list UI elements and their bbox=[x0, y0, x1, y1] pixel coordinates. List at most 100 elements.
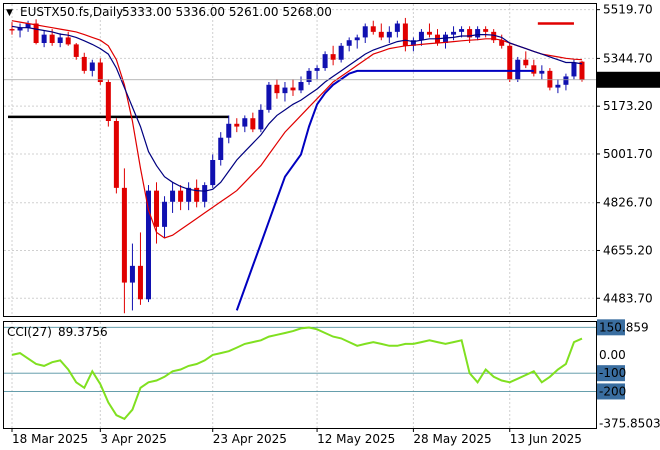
candle-body bbox=[515, 59, 521, 80]
time-axis: 18 Mar 2025 3 Apr 2025 23 Apr 2025 12 May 2… bbox=[11, 428, 582, 446]
candle-body bbox=[41, 34, 47, 43]
candle-body bbox=[298, 82, 304, 91]
candle-body bbox=[218, 137, 224, 160]
candle-body bbox=[194, 187, 200, 202]
candle-body bbox=[467, 29, 473, 38]
candle-body bbox=[370, 26, 376, 32]
cci-tick-label: 150.859 bbox=[599, 320, 649, 334]
price-panel bbox=[3, 3, 597, 317]
cci-panel bbox=[3, 321, 597, 429]
candle-body bbox=[81, 56, 87, 71]
candle-body bbox=[113, 121, 119, 188]
candle-body bbox=[443, 34, 449, 43]
candle-body bbox=[154, 190, 160, 227]
time-tick-label: 13 Jun 2025 bbox=[510, 432, 582, 446]
price-tick-label: 5173.20 bbox=[603, 99, 653, 113]
candle-body bbox=[523, 59, 529, 66]
candle-body bbox=[555, 84, 561, 88]
candle-body bbox=[162, 201, 168, 227]
candle-body bbox=[282, 87, 288, 94]
candle-body bbox=[129, 265, 135, 283]
candle-body bbox=[338, 45, 344, 60]
time-tick-label: 28 May 2025 bbox=[413, 432, 491, 446]
candle-body bbox=[491, 31, 497, 41]
candle-body bbox=[394, 23, 400, 32]
time-tick-label: 3 Apr 2025 bbox=[100, 432, 167, 446]
candle-body bbox=[97, 62, 103, 82]
candle-body bbox=[571, 62, 577, 77]
cci-tick-label: 0.00 bbox=[599, 348, 626, 362]
candle-body bbox=[410, 40, 416, 46]
price-tick-label: 5001.70 bbox=[603, 147, 653, 161]
current-price-label: 5268.00 bbox=[603, 73, 653, 87]
candle-body bbox=[451, 31, 457, 35]
candle-body bbox=[170, 190, 176, 202]
candle-body bbox=[475, 29, 481, 38]
ma-fast-line bbox=[11, 25, 583, 192]
candle-body bbox=[274, 84, 280, 94]
candle-body bbox=[386, 31, 392, 38]
candle-body bbox=[234, 123, 240, 127]
candle-body bbox=[121, 187, 127, 283]
candle-body bbox=[258, 109, 264, 130]
candle-body bbox=[210, 160, 216, 186]
ma-slow-line bbox=[11, 20, 583, 239]
candle-body bbox=[330, 54, 336, 60]
candle-body bbox=[9, 29, 15, 31]
candle-body bbox=[322, 54, 328, 69]
cci-level-box bbox=[597, 365, 625, 382]
cci-series bbox=[4, 326, 596, 421]
price-tick-label: 4826.70 bbox=[603, 196, 653, 210]
cci-tick-label: -375.8503 bbox=[599, 417, 660, 431]
candle-body bbox=[507, 45, 513, 80]
candle-body bbox=[25, 23, 31, 28]
candle-body bbox=[266, 84, 272, 110]
candle-body bbox=[226, 123, 232, 138]
price-axis: 5519.70 5344.70 5173.20 5001.70 4826.70 4655.… bbox=[4, 3, 660, 305]
candle-body bbox=[65, 37, 71, 45]
candle-body bbox=[563, 76, 569, 85]
candle-body bbox=[418, 31, 424, 41]
time-tick-label: 23 Apr 2025 bbox=[213, 432, 287, 446]
current-price-box bbox=[597, 71, 660, 88]
candle-body bbox=[459, 29, 465, 32]
ohlc-label: 5333.00 5336.00 5261.00 5268.00 bbox=[122, 5, 332, 19]
price-tick-label: 4655.20 bbox=[603, 243, 653, 257]
horizontal-levels bbox=[8, 22, 574, 119]
candle-body bbox=[137, 265, 143, 300]
cci-tick-label: -200 bbox=[599, 384, 626, 398]
moving-averages bbox=[11, 20, 583, 311]
cci-level-box bbox=[597, 319, 625, 336]
time-tick-label: 18 Mar 2025 bbox=[12, 432, 88, 446]
cci-indicator-value: 89.3756 bbox=[58, 325, 108, 339]
candle-body bbox=[402, 23, 408, 46]
trend-line bbox=[235, 69, 534, 311]
candle-body bbox=[547, 70, 553, 88]
candle-body bbox=[73, 44, 79, 57]
candle-body bbox=[186, 187, 192, 202]
time-tick-label: 12 May 2025 bbox=[317, 432, 395, 446]
candle-body bbox=[242, 118, 248, 127]
candle-body bbox=[346, 40, 352, 46]
candle-body bbox=[579, 61, 585, 80]
candle-body bbox=[105, 82, 111, 121]
candle-body bbox=[531, 65, 537, 74]
grid-lines bbox=[4, 4, 596, 428]
candle-body bbox=[145, 190, 151, 300]
candle-body bbox=[49, 34, 55, 43]
candle-body bbox=[202, 185, 208, 202]
candle-body bbox=[483, 29, 489, 32]
chart-triangle-icon: ▼ bbox=[6, 8, 13, 18]
candle-body bbox=[314, 68, 320, 71]
cci-indicator-label: CCI(27) bbox=[7, 325, 52, 339]
candle-body bbox=[378, 31, 384, 38]
cci-tick-label: -100 bbox=[599, 366, 626, 380]
candle-body bbox=[89, 62, 95, 71]
candle-body bbox=[306, 70, 312, 82]
symbol-label: EUSTX50.fs,Daily bbox=[20, 5, 123, 19]
candle-body bbox=[539, 70, 545, 74]
candle-body bbox=[290, 87, 296, 91]
candle-body bbox=[57, 37, 63, 43]
candle-body bbox=[178, 190, 184, 202]
